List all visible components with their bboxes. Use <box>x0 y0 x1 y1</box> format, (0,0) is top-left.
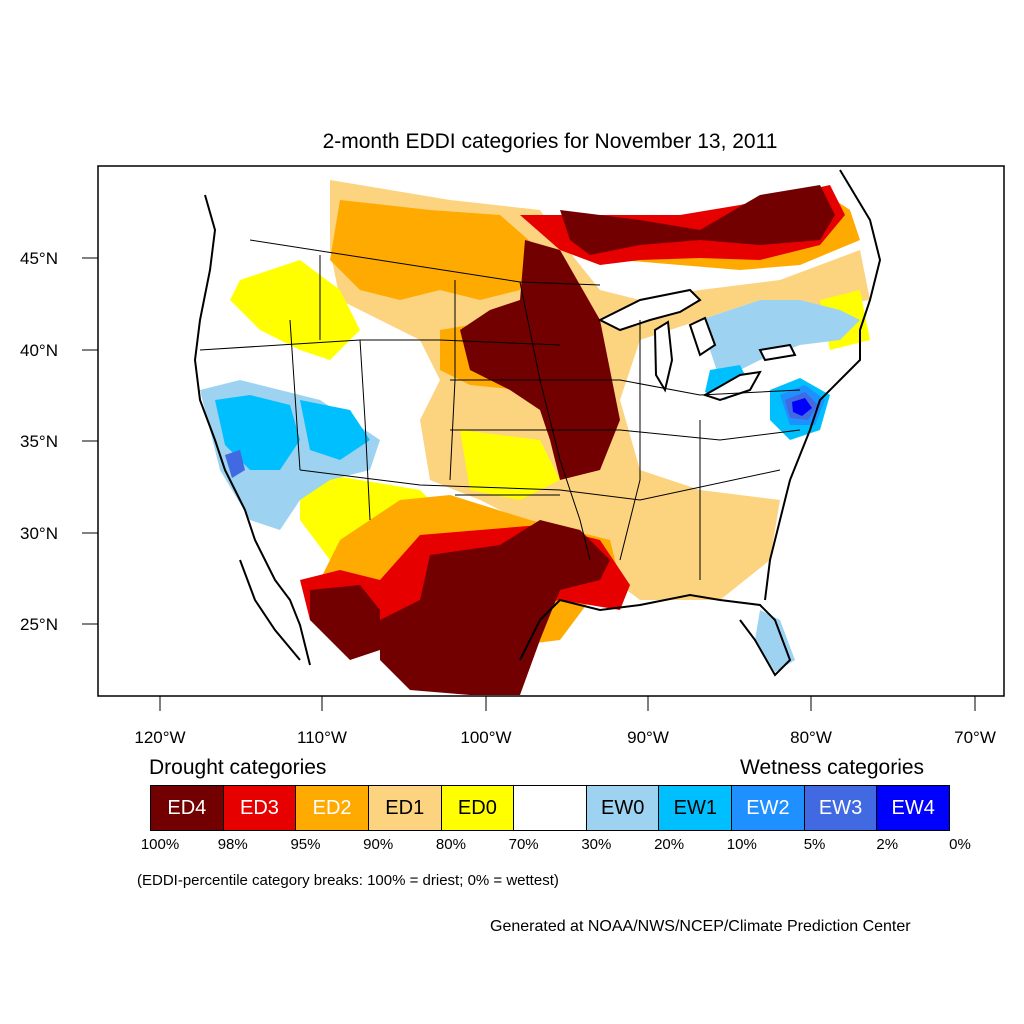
region-ew4 <box>792 398 812 416</box>
region-ed0 <box>460 430 560 500</box>
lon-label: 120°W <box>134 728 185 747</box>
region-ed2 <box>330 200 540 300</box>
legend-tick-label: 100% <box>140 836 180 853</box>
percentile-note: (EDDI-percentile category breaks: 100% =… <box>137 872 559 889</box>
lat-label: 35°N <box>20 432 58 451</box>
region-ed4 <box>310 585 380 660</box>
legend-tick-label: 95% <box>290 836 321 853</box>
region-ed4 <box>560 185 835 255</box>
lat-label: 40°N <box>20 341 58 360</box>
lat-axis: 45°N 40°N 35°N 30°N 25°N <box>20 249 98 634</box>
region-ed0 <box>230 260 360 360</box>
legend-cell-ew2: EW2 <box>732 786 805 830</box>
region-ed4 <box>380 520 610 695</box>
legend-cell-ed2: ED2 <box>296 786 369 830</box>
great-lakes <box>597 288 702 332</box>
legend-cell-ed1: ED1 <box>368 786 442 830</box>
region-ew3 <box>225 450 245 478</box>
region-ew1 <box>300 400 370 460</box>
legend-tick-label: 30% <box>581 836 612 853</box>
map-title: 2-month EDDI categories for November 13,… <box>322 130 778 153</box>
legend-tick-label: 10% <box>726 836 757 853</box>
legend-cell-ew4: EW4 <box>877 786 950 830</box>
legend-ticks: 100% 98% 95% 90% 80% 70% 30% 20% 10% 5% 2% 0% <box>0 836 1024 856</box>
great-lakes <box>758 343 797 362</box>
lon-label: 100°W <box>460 728 511 747</box>
credit-line: Generated at NOAA/NWS/NCEP/Climate Predi… <box>490 918 911 935</box>
lon-label: 70°W <box>954 728 996 747</box>
map-fill-layer <box>190 169 890 695</box>
great-lakes <box>702 370 762 402</box>
great-lakes <box>688 316 717 357</box>
legend-tick-label: 2% <box>876 836 899 853</box>
lon-label: 80°W <box>790 728 832 747</box>
lat-label: 45°N <box>20 249 58 268</box>
legend-tick-label: 80% <box>435 836 466 853</box>
legend-tick-label: 70% <box>508 836 539 853</box>
wetness-heading: Wetness categories <box>740 756 925 779</box>
coastline <box>193 169 882 677</box>
great-lakes <box>653 320 674 393</box>
region-ed4 <box>460 240 620 480</box>
legend-tick-label: 0% <box>949 836 971 853</box>
legend-cell-ed0: ED0 <box>441 786 515 830</box>
lon-label: 110°W <box>297 728 347 747</box>
legend-cell-ew0: EW0 <box>586 786 660 830</box>
drought-heading: Drought categories <box>149 756 327 779</box>
legend-cell-ed4: ED4 <box>151 786 224 830</box>
category-legend: ED4 ED3 ED2 ED1 ED0 EW0 EW1 EW2 EW3 EW4 <box>150 785 950 831</box>
legend-tick-label: 90% <box>363 836 394 853</box>
region-ew0 <box>755 610 795 672</box>
legend-tick-label: 98% <box>217 836 248 853</box>
map-frame <box>97 165 1005 697</box>
region-ew0 <box>700 300 860 380</box>
legend-cell-ew3: EW3 <box>804 786 878 830</box>
legend-tick-label: 20% <box>654 836 685 853</box>
lon-label: 90°W <box>627 728 669 747</box>
legend-tick-label: 5% <box>803 836 826 853</box>
lat-label: 30°N <box>20 524 58 543</box>
legend-cell-ed3: ED3 <box>223 786 297 830</box>
eddi-map: 45°N 40°N 35°N 30°N 25°N 120°W 110°W 100… <box>20 165 1005 747</box>
legend-cell-neutral <box>514 786 587 830</box>
state-boundaries <box>199 239 801 580</box>
lat-label: 25°N <box>20 615 58 634</box>
lon-axis: 120°W 110°W 100°W 90°W 80°W 70°W <box>134 696 996 747</box>
legend-cell-ew1: EW1 <box>659 786 733 830</box>
